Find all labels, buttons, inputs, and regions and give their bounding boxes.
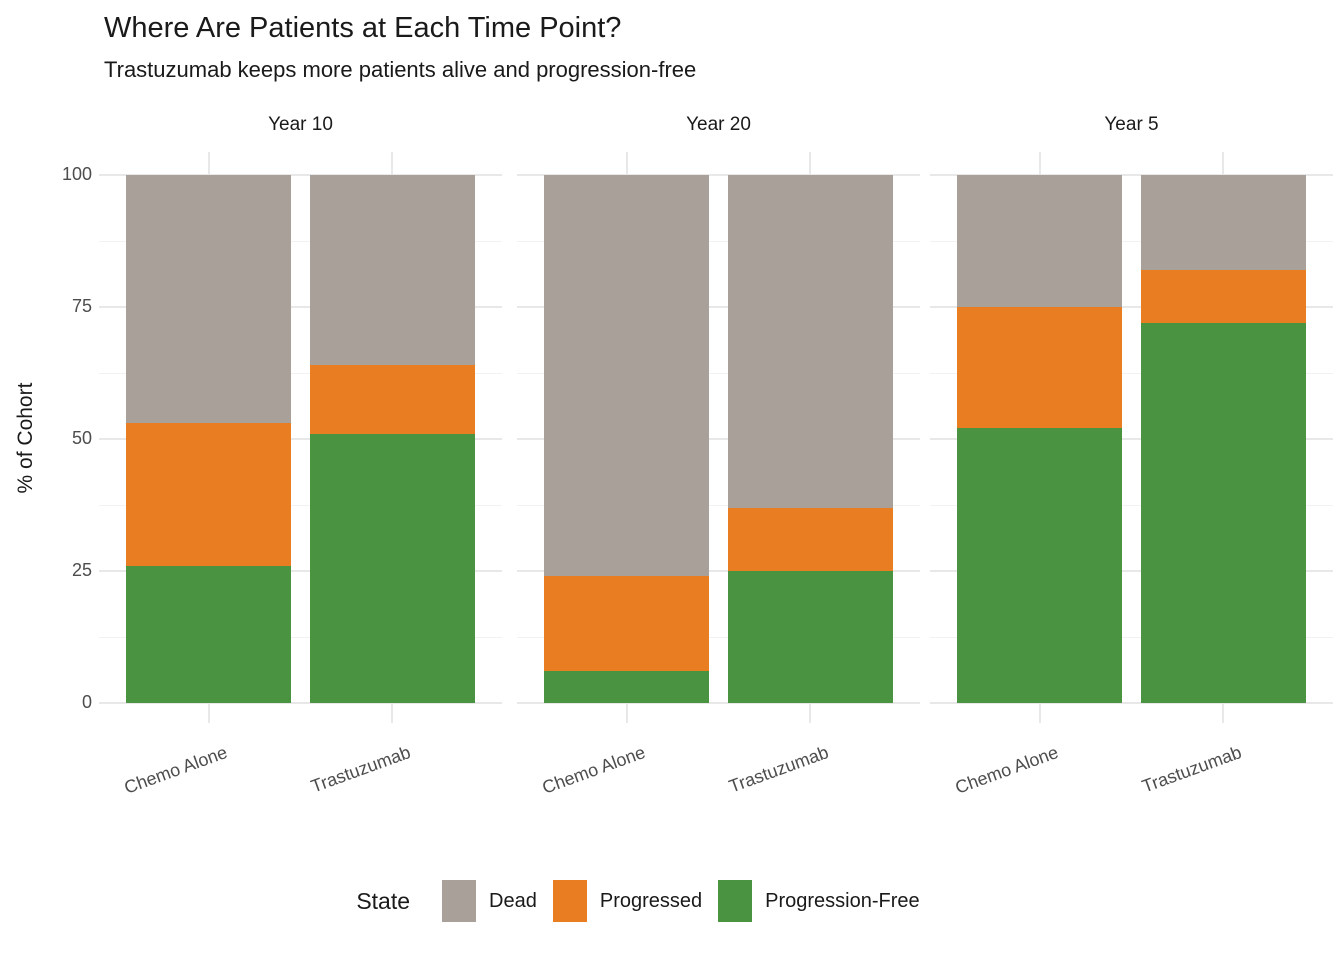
y-tick-label: 75 <box>71 296 92 316</box>
x-tick-label: Trastuzumab <box>726 742 831 797</box>
bar-segment-dead <box>309 175 475 366</box>
bar-segment-progressed <box>727 507 893 571</box>
gridline-minor <box>930 505 1333 506</box>
gridline-minor <box>517 637 920 638</box>
y-tick-label: 100 <box>61 164 92 184</box>
facet-label: Year 5 <box>1104 114 1159 135</box>
legend: State Dead Progressed Progression-Free <box>0 880 1310 922</box>
legend-swatch-progression-free <box>718 880 753 922</box>
bar-segment-dead <box>957 175 1123 307</box>
bar-segment-progression-free <box>309 433 475 703</box>
legend-item-dead: Dead <box>442 880 537 922</box>
facet-panel <box>99 152 502 723</box>
bar-segment-dead <box>727 175 893 508</box>
y-tick-label: 0 <box>81 692 92 712</box>
gridline-minor <box>517 505 920 506</box>
legend-label: Progression-Free <box>765 889 920 912</box>
legend-swatch-dead <box>442 880 477 922</box>
facet-label: Year 20 <box>686 114 751 135</box>
gridline-major <box>930 702 1333 704</box>
bar-segment-dead <box>126 175 292 424</box>
x-tick-label: Chemo Alone <box>539 742 648 798</box>
x-tick-label: Chemo Alone <box>121 742 230 798</box>
facet-panel <box>517 152 920 723</box>
legend-title: State <box>356 887 411 914</box>
chart-title: Where Are Patients at Each Time Point? <box>104 12 622 44</box>
x-tick-label: Chemo Alone <box>952 742 1061 798</box>
bar-segment-dead <box>544 175 710 577</box>
gridline-minor <box>517 241 920 242</box>
x-tick-label: Trastuzumab <box>308 742 413 797</box>
bar-segment-progressed <box>309 365 475 434</box>
bar-segment-progressed <box>957 307 1123 429</box>
gridline-minor <box>99 241 502 242</box>
gridline-major <box>930 438 1333 440</box>
gridline-minor <box>930 241 1333 242</box>
gridline-major <box>517 438 920 440</box>
gridline-minor <box>930 373 1333 374</box>
legend-swatch-progressed <box>552 880 587 922</box>
bar-segment-progressed <box>544 576 710 672</box>
gridline-major <box>930 174 1333 176</box>
chart-subtitle: Trastuzumab keeps more patients alive an… <box>104 57 697 82</box>
gridline-major <box>930 570 1333 572</box>
y-tick-label: 25 <box>71 560 92 580</box>
legend-label: Progressed <box>599 889 703 912</box>
gridline-major <box>99 306 502 308</box>
gridline-major <box>99 702 502 704</box>
gridline-major <box>517 174 920 176</box>
bar-segment-progression-free <box>544 671 710 703</box>
bar-segment-progression-free <box>1140 322 1306 703</box>
gridline-major <box>517 306 920 308</box>
gridline-minor <box>99 505 502 506</box>
gridline-minor <box>99 637 502 638</box>
legend-item-progressed: Progressed <box>552 880 703 922</box>
y-tick-label: 50 <box>71 428 92 448</box>
bar-segment-progressed <box>126 423 292 566</box>
bar-segment-progression-free <box>957 428 1123 703</box>
bar-segment-dead <box>1140 175 1306 271</box>
gridline-minor <box>99 373 502 374</box>
gridline-major <box>99 174 502 176</box>
gridline-major <box>99 438 502 440</box>
bar-segment-progression-free <box>727 571 893 703</box>
gridline-major <box>930 306 1333 308</box>
bar-segment-progressed <box>1140 270 1306 323</box>
gridline-major <box>517 570 920 572</box>
x-tick-label: Trastuzumab <box>1139 742 1244 797</box>
legend-label: Dead <box>489 889 537 912</box>
gridline-minor <box>930 637 1333 638</box>
facet-panel <box>930 152 1333 723</box>
legend-items: Dead Progressed Progression-Free <box>426 880 920 922</box>
gridline-minor <box>517 373 920 374</box>
bar-segment-progression-free <box>126 565 292 703</box>
gridline-major <box>517 702 920 704</box>
gridline-major <box>99 570 502 572</box>
legend-item-progression-free: Progression-Free <box>718 880 920 922</box>
facet-label: Year 10 <box>268 114 333 135</box>
